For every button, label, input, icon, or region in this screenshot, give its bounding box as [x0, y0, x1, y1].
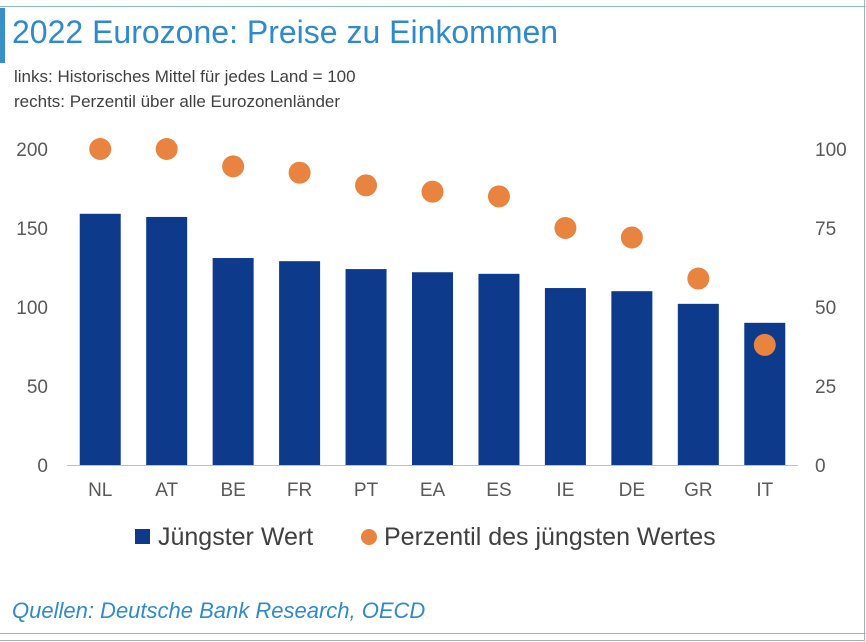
x-tick-label: GR — [684, 480, 713, 501]
x-tick-label: IE — [556, 480, 574, 501]
y-right-tick-label: 25 — [815, 377, 836, 398]
x-tick-label: PT — [354, 480, 379, 501]
x-tick-label: AT — [155, 480, 178, 501]
dot-be — [222, 155, 245, 178]
bar-at — [146, 216, 188, 465]
bar-pt — [345, 269, 387, 465]
bottom-rule — [0, 633, 866, 634]
x-tick-label: IT — [756, 480, 773, 501]
y-right-tick-label: 0 — [815, 456, 826, 477]
y-right-tick-label: 50 — [815, 298, 836, 319]
title-accent-bar — [0, 8, 5, 63]
top-rule — [0, 6, 866, 7]
x-tick-label: NL — [88, 480, 112, 501]
legend-bar-swatch — [135, 529, 150, 544]
y-right-tick-label: 100 — [815, 140, 847, 161]
x-tick-label: FR — [287, 480, 312, 501]
legend-dot-label: Perzentil des jüngsten Wertes — [384, 523, 716, 551]
x-tick-label: DE — [619, 480, 645, 501]
dot-ea — [421, 180, 444, 203]
dot-fr — [288, 161, 311, 184]
bar-ea — [412, 272, 453, 465]
x-tick-label: BE — [220, 480, 245, 501]
legend-dot-swatch — [361, 529, 377, 545]
dot-es — [487, 185, 510, 208]
dot-pt — [355, 174, 378, 197]
dot-it — [753, 333, 776, 356]
subtitle-right-axis: rechts: Perzentil über alle Eurozonenlän… — [14, 92, 341, 111]
y-left-tick-label: 0 — [37, 456, 48, 477]
bar-gr — [677, 303, 719, 465]
source-note: Quellen: Deutsche Bank Research, OECD — [12, 598, 426, 623]
y-right-tick-label: 75 — [815, 219, 836, 240]
dot-nl — [89, 138, 112, 160]
y-left-tick-label: 150 — [16, 219, 48, 240]
bar-es — [478, 273, 520, 465]
dot-at — [155, 138, 178, 160]
bar-be — [212, 258, 254, 465]
bar-de — [611, 291, 653, 465]
bar-nl — [79, 213, 121, 465]
bar-fr — [279, 261, 321, 465]
y-left-tick-label: 100 — [16, 298, 48, 319]
subtitle-left-axis: links: Historisches Mittel für jedes Lan… — [14, 67, 356, 86]
bar-ie — [544, 288, 586, 465]
chart-title: 2022 Eurozone: Preise zu Einkommen — [12, 14, 559, 50]
dot-ie — [554, 217, 577, 239]
y-left-tick-label: 50 — [27, 377, 48, 398]
x-tick-label: ES — [486, 480, 511, 501]
dot-gr — [687, 267, 710, 290]
y-left-tick-label: 200 — [16, 140, 48, 161]
x-tick-label: EA — [420, 480, 446, 501]
legend-bar-label: Jüngster Wert — [158, 523, 313, 551]
dot-de — [620, 226, 643, 249]
